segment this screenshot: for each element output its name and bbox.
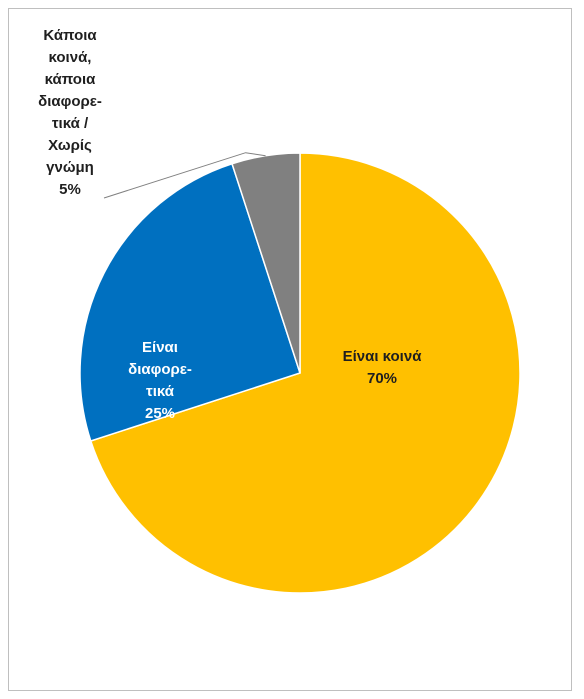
- leader-line: [103, 152, 266, 199]
- slice-category-label: Κάποια: [43, 27, 97, 44]
- slice-category-label: τικά: [146, 383, 175, 400]
- pie-slice-2: [79, 162, 301, 442]
- slice-category-label: κοινά,: [49, 49, 92, 66]
- leader-lines: [103, 152, 266, 199]
- slice-category-label: διαφορε-: [128, 361, 192, 378]
- slice-category-label: γνώμη: [46, 159, 94, 176]
- slice-labels: Είναι κοινά 70% Είναι διαφορε-τικά 25% Κάποια…: [38, 27, 422, 422]
- slice-value-label: 5%: [59, 181, 81, 198]
- pie-slice-1: [89, 152, 521, 594]
- slice-category-label: Είναι: [142, 339, 178, 356]
- slice-label-3: Κάποια κοινά, κάποια διαφορε-τικά / Χωρίς γνώ…: [38, 27, 102, 198]
- slice-value-label: 25%: [145, 405, 175, 422]
- slice-label-1: Είναι κοινά 70%: [343, 348, 423, 387]
- slice-label-2: Είναι διαφορε-τικά 25%: [128, 339, 192, 422]
- slice-category-label: κάποια: [45, 71, 96, 88]
- slice-category-label: Είναι κοινά: [343, 348, 423, 365]
- slice-value-label: 70%: [367, 370, 397, 387]
- slice-category-label: τικά /: [52, 115, 89, 132]
- slice-category-label: διαφορε-: [38, 93, 102, 110]
- slice-category-label: Χωρίς: [48, 137, 92, 154]
